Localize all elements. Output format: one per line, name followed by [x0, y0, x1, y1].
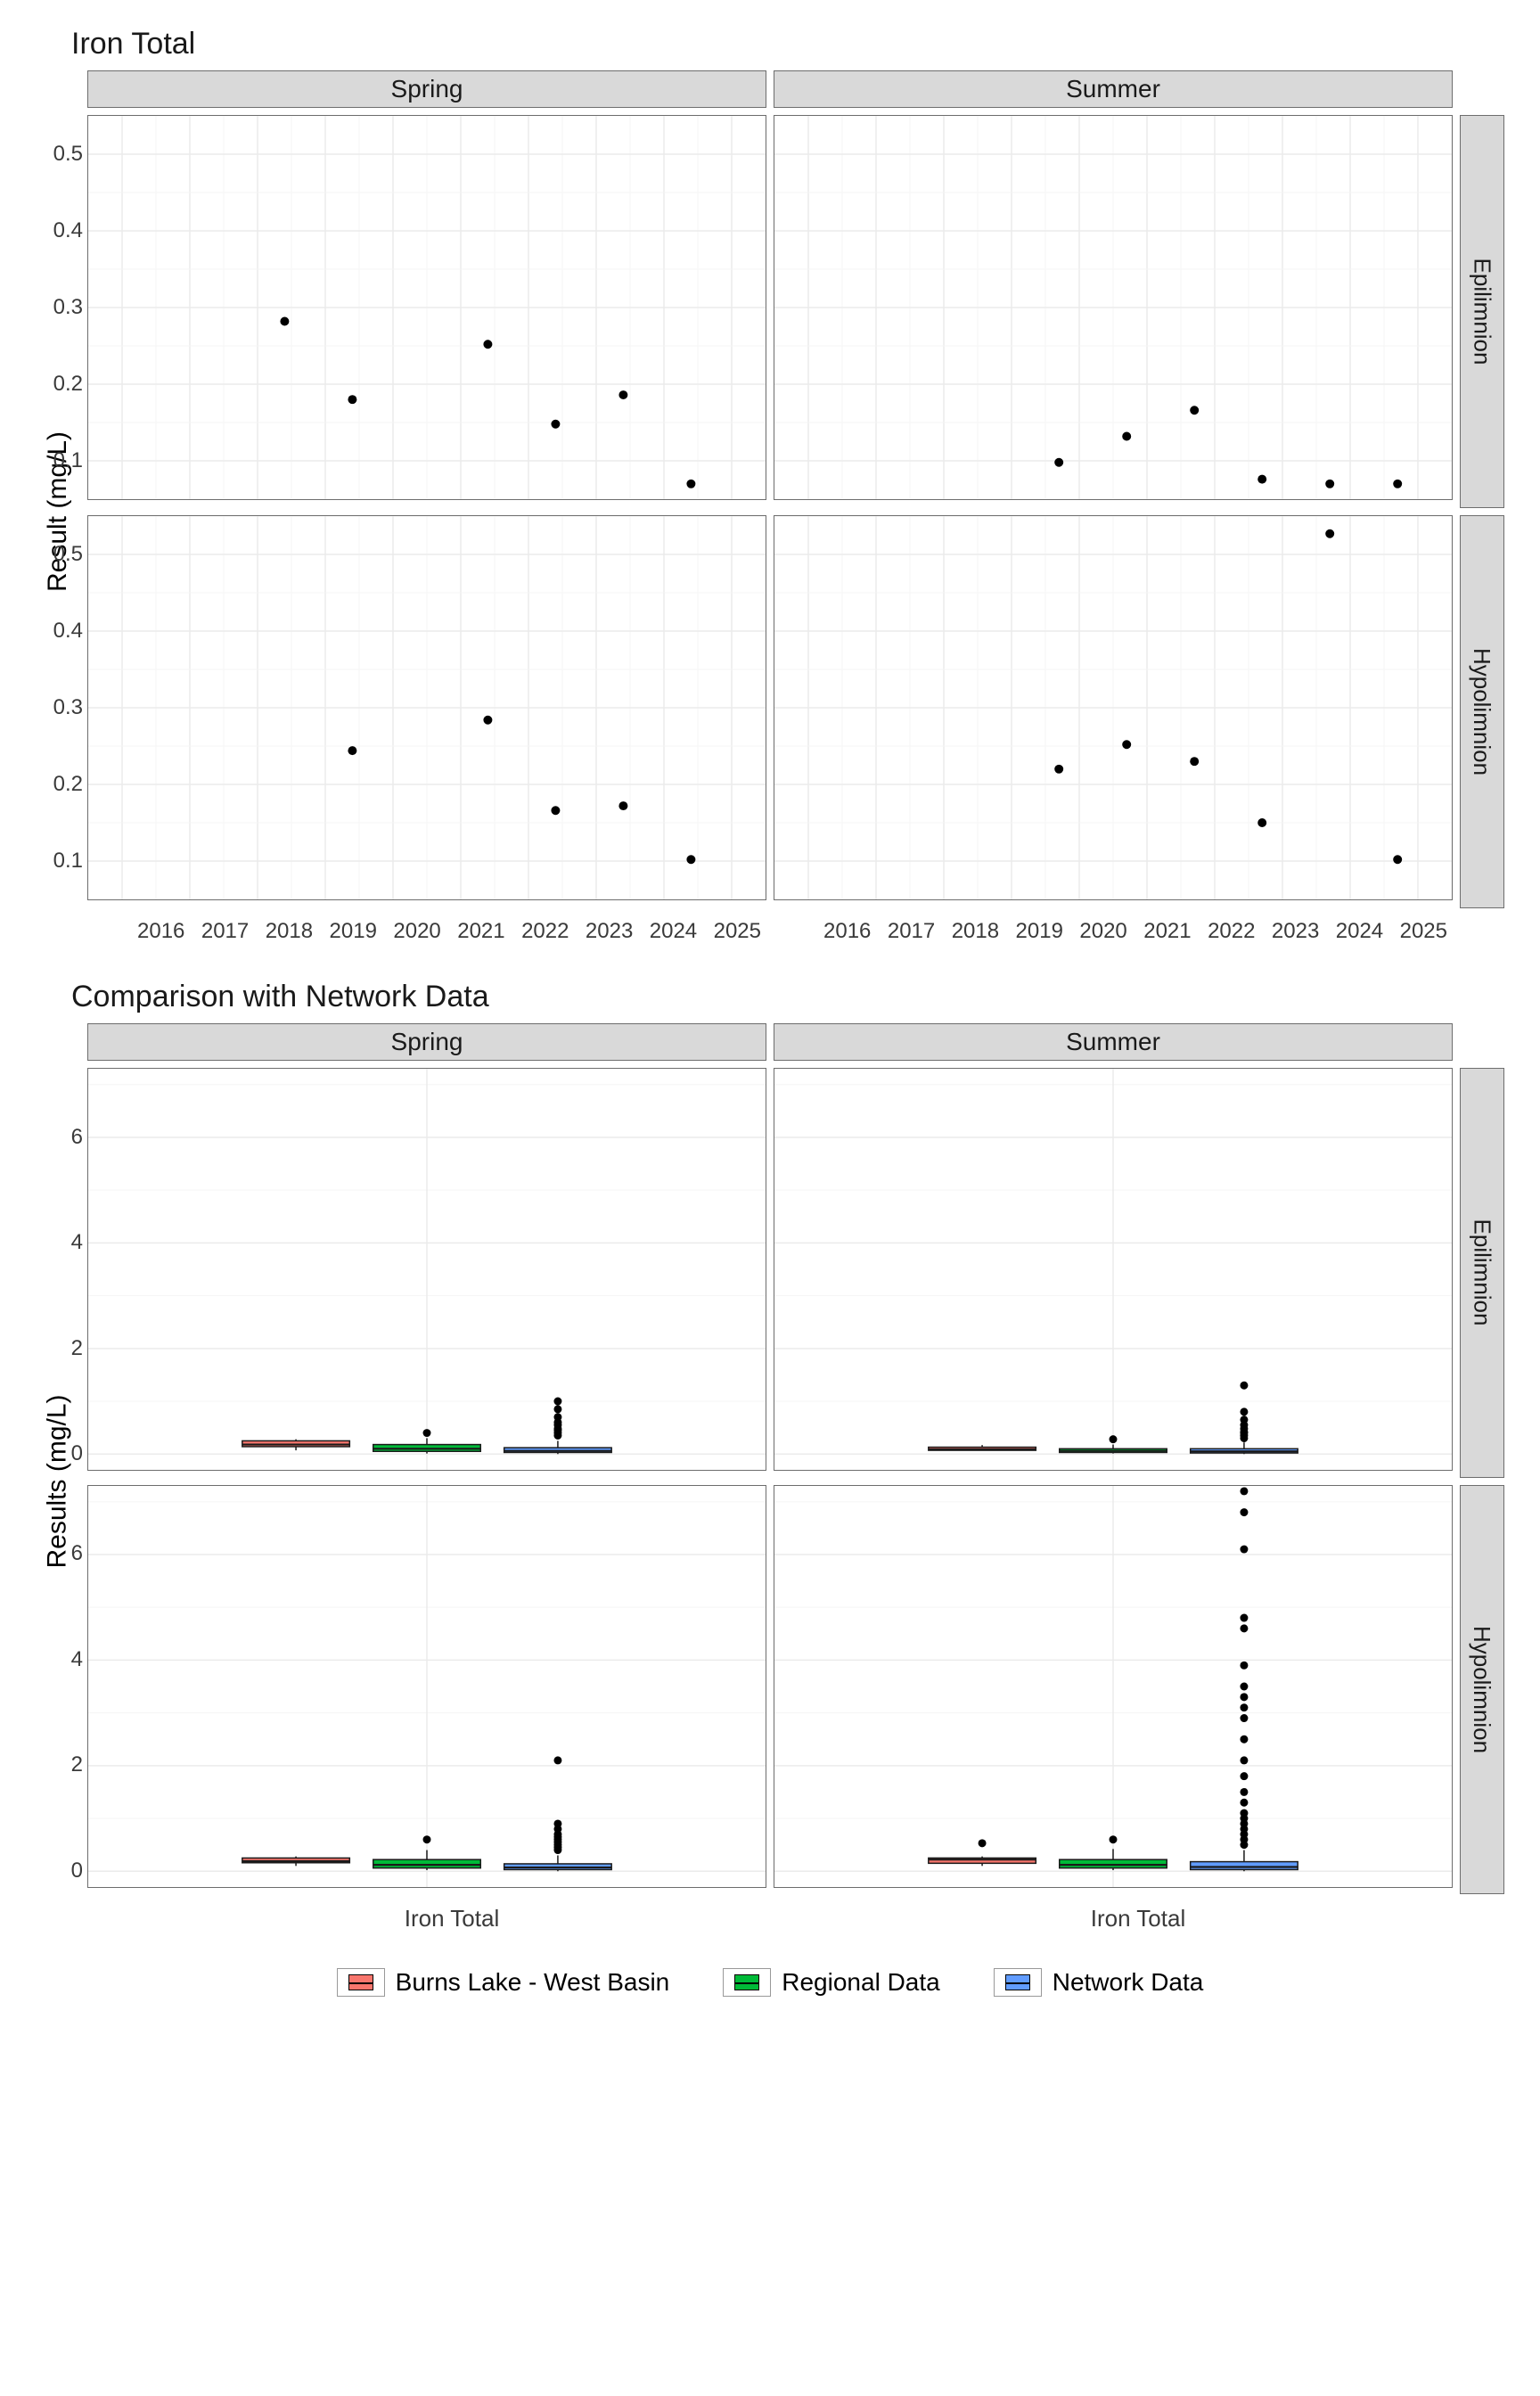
legend-item: Network Data — [994, 1968, 1204, 1997]
panel-summer-hypo — [774, 515, 1453, 900]
panel-spring-hypo: 0.10.20.30.40.5 — [87, 515, 766, 900]
box-row-strip-epi: Epilimnion — [1460, 1068, 1504, 1478]
box-col-strip-spring: Spring — [87, 1023, 766, 1061]
box-panel-summer-epi — [774, 1068, 1453, 1471]
legend: Burns Lake - West Basin Regional Data Netw… — [36, 1968, 1504, 1997]
box-y-ticks-1: 0246 — [37, 1069, 83, 1470]
scatter-x-axis: 2016201720182019202020212022202320242025… — [87, 915, 1453, 944]
legend-label: Burns Lake - West Basin — [396, 1968, 670, 1997]
row-strip-epi: Epilimnion — [1460, 115, 1504, 508]
scatter-chart: Iron Total Result (mg/L) Spring Summer 0… — [36, 27, 1504, 944]
page-container: Iron Total Result (mg/L) Spring Summer 0… — [0, 0, 1540, 2014]
scatter-y-ticks-1: 0.10.20.30.40.5 — [37, 116, 83, 499]
box-title: Comparison with Network Data — [71, 980, 1504, 1014]
box-row-strip-hypo: Hypolimnion — [1460, 1485, 1504, 1895]
box-xcat-right: Iron Total — [774, 1901, 1453, 1932]
box-panel-summer-hypo — [774, 1485, 1453, 1888]
box-col-strip-summer: Summer — [774, 1023, 1453, 1061]
scatter-title: Iron Total — [71, 27, 1504, 62]
col-strip-summer: Summer — [774, 70, 1453, 108]
box-xcat-left: Iron Total — [87, 1901, 766, 1932]
panel-spring-epi: 0.10.20.30.40.5 — [87, 115, 766, 500]
legend-label: Regional Data — [782, 1968, 939, 1997]
legend-item: Burns Lake - West Basin — [337, 1968, 670, 1997]
legend-key-icon — [994, 1968, 1042, 1997]
box-chart: Comparison with Network Data Results (mg… — [36, 980, 1504, 1932]
row-strip-hypo: Hypolimnion — [1460, 515, 1504, 908]
legend-key-icon — [723, 1968, 771, 1997]
scatter-facet-grid: Result (mg/L) Spring Summer 0.10.20.30.4… — [36, 70, 1504, 944]
box-facet-grid: Results (mg/L) Spring Summer 0246 Epilim… — [36, 1023, 1504, 1932]
box-y-ticks-2: 0246 — [37, 1486, 83, 1887]
panel-summer-epi — [774, 115, 1453, 500]
scatter-y-ticks-2: 0.10.20.30.40.5 — [37, 516, 83, 899]
scatter-x-ticks-right: 2016201720182019202020212022202320242025 — [774, 915, 1453, 944]
legend-item: Regional Data — [723, 1968, 939, 1997]
box-x-axis: Iron Total Iron Total — [87, 1901, 1453, 1932]
legend-label: Network Data — [1053, 1968, 1204, 1997]
box-panel-spring-hypo: 0246 — [87, 1485, 766, 1888]
scatter-x-ticks-left: 2016201720182019202020212022202320242025 — [87, 915, 766, 944]
box-panel-spring-epi: 0246 — [87, 1068, 766, 1471]
legend-key-icon — [337, 1968, 385, 1997]
col-strip-spring: Spring — [87, 70, 766, 108]
